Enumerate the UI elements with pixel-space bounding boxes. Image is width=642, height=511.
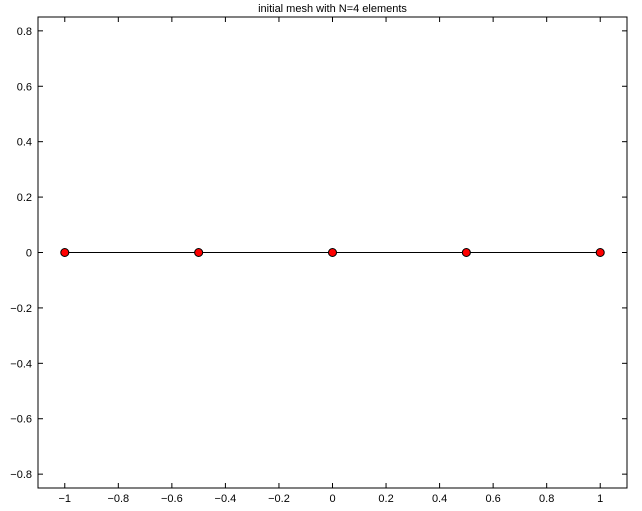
x-tick-label: −1 bbox=[58, 493, 71, 505]
x-tick-label: −0.2 bbox=[268, 493, 290, 505]
y-tick-label: −0.8 bbox=[10, 469, 32, 481]
x-tick-label: 0.8 bbox=[539, 493, 554, 505]
x-tick-label: −0.6 bbox=[161, 493, 183, 505]
y-tick-label: 0.2 bbox=[17, 192, 32, 204]
x-tick-label: 0.4 bbox=[432, 493, 447, 505]
y-tick-label: 0.8 bbox=[17, 26, 32, 38]
y-tick-label: −0.4 bbox=[10, 358, 32, 370]
data-point bbox=[328, 248, 337, 257]
x-tick-label: 0.6 bbox=[485, 493, 500, 505]
x-tick-label: 0 bbox=[329, 493, 335, 505]
x-tick-label: 0.2 bbox=[378, 493, 393, 505]
data-point bbox=[194, 248, 204, 257]
chart-title: initial mesh with N=4 elements bbox=[258, 3, 407, 15]
y-tick-label: −0.6 bbox=[10, 414, 32, 426]
y-tick-label: 0 bbox=[26, 248, 32, 260]
data-point bbox=[60, 248, 70, 257]
y-tick-label: 0.6 bbox=[17, 81, 32, 93]
x-tick-label: −0.8 bbox=[107, 493, 129, 505]
y-tick-label: −0.2 bbox=[10, 303, 32, 315]
y-tick-label: 0.4 bbox=[17, 137, 32, 149]
x-tick-label: 1 bbox=[597, 493, 603, 505]
x-tick-label: −0.4 bbox=[215, 493, 237, 505]
plot-area: −1 −0.8 −0.6 −0.4 −0.2 0 0.2 0.4 0.6 0.8 1 −0.8 −0.6… bbox=[10, 16, 628, 505]
data-point bbox=[595, 248, 605, 257]
data-point bbox=[461, 248, 471, 257]
